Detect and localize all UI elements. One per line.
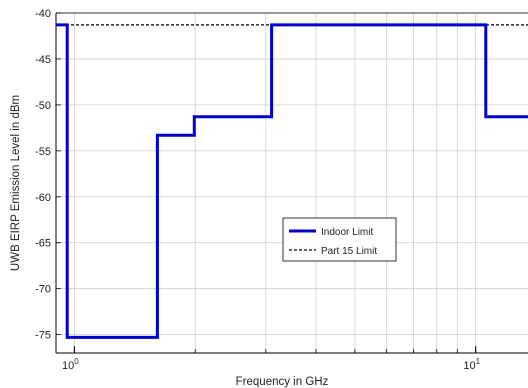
y-tick-label: -55 bbox=[35, 146, 51, 158]
y-tick-label: -50 bbox=[35, 100, 51, 112]
x-tick-label: 101 bbox=[463, 357, 480, 372]
legend: Indoor Limit Part 15 Limit bbox=[282, 217, 397, 262]
axes-frame bbox=[55, 12, 528, 354]
y-tick-label: -65 bbox=[35, 238, 51, 250]
y-tick-label: -70 bbox=[35, 284, 51, 296]
y-axis-label: UWB EIRP Emission Level in dBm bbox=[10, 95, 22, 271]
legend-label-indoor-limit: Indoor Limit bbox=[321, 227, 373, 238]
indoor-limit-line bbox=[56, 23, 528, 339]
series-lines bbox=[56, 23, 528, 339]
legend-box bbox=[282, 217, 397, 262]
x-tick-label: 100 bbox=[62, 357, 79, 372]
y-tick-label: -60 bbox=[35, 192, 51, 204]
y-tick-label: -40 bbox=[35, 8, 51, 20]
grid bbox=[55, 12, 528, 353]
tick-labels: -40 -45 -50 -55 -60 -65 -70 -75 100 101 bbox=[35, 8, 480, 372]
x-axis-label: Frequency in GHz bbox=[236, 376, 329, 388]
y-tick-label: -75 bbox=[35, 330, 51, 342]
legend-label-part-15-limit: Part 15 Limit bbox=[321, 246, 377, 257]
y-tick-label: -45 bbox=[35, 54, 51, 66]
